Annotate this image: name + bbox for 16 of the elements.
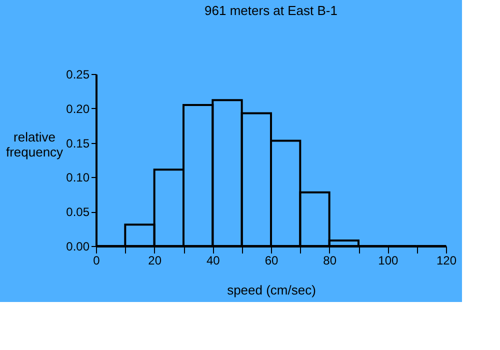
- x-tick-label: 60: [264, 254, 278, 268]
- y-axis-title: relative frequency: [6, 130, 64, 160]
- y-tick-label: 0.00: [66, 240, 90, 254]
- x-axis-title: speed (cm/sec): [227, 282, 316, 298]
- x-tick-label: 100: [378, 254, 398, 268]
- y-tick-label: 0.25: [66, 68, 90, 82]
- chart-title: 961 meters at East B-1: [204, 3, 338, 18]
- y-tick-label: 0.10: [66, 170, 90, 185]
- y-tick-label: 0.05: [66, 205, 90, 220]
- x-tick-label: 0: [93, 254, 100, 268]
- y-tick-label: 0.15: [66, 136, 90, 150]
- y-tick-label: 0.20: [66, 102, 90, 116]
- x-tick-label: 80: [323, 254, 337, 268]
- x-tick-label: 40: [206, 254, 220, 268]
- x-tick-label: 20: [148, 254, 162, 268]
- x-tick-label: 120: [436, 254, 457, 268]
